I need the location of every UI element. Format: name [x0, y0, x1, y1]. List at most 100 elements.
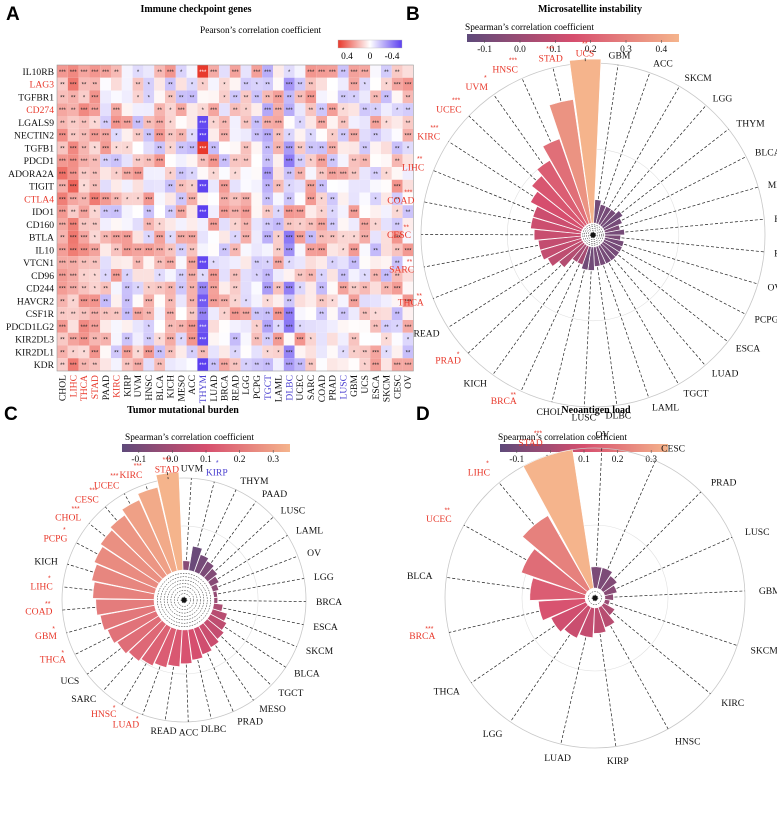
heatmap-significance: ** — [308, 363, 313, 369]
heatmap-cell — [186, 345, 198, 359]
heatmap-significance: * — [407, 146, 410, 152]
heatmap-cell — [100, 345, 111, 359]
heatmap-cell — [57, 256, 68, 269]
heatmap-cell — [316, 269, 327, 282]
heatmap-significance: *** — [318, 121, 326, 127]
radial-spoke — [215, 645, 254, 701]
heatmap-cell — [229, 116, 241, 129]
radial-category-label: LIHC — [402, 162, 424, 173]
heatmap-cell — [208, 230, 219, 244]
heatmap-significance: *** — [113, 108, 121, 114]
radial-category-label: KIRP — [774, 214, 777, 225]
heatmap-cell — [283, 141, 295, 155]
heatmap-cell — [132, 256, 144, 269]
radial-spoke — [614, 105, 707, 211]
heatmap-cell — [121, 205, 133, 218]
heatmap-cell — [305, 141, 317, 155]
heatmap-significance: *** — [286, 363, 294, 369]
heatmap-significance: ** — [287, 223, 292, 229]
radial-center-ring — [587, 229, 599, 241]
heatmap-cell — [67, 307, 79, 320]
heatmap-cell — [219, 192, 230, 206]
heatmap-cell — [327, 77, 338, 91]
heatmap-significance: * — [245, 108, 248, 114]
radial-spoke — [432, 255, 542, 299]
heatmap-cell — [327, 192, 338, 206]
radial-category-label: LUSC — [571, 412, 596, 423]
heatmap-significance: *** — [275, 121, 283, 127]
heatmap-significance: *** — [113, 274, 121, 280]
heatmap-significance: ** — [352, 338, 357, 344]
heatmap-significance: * — [331, 210, 334, 216]
heatmap-significance: ** — [82, 197, 87, 203]
radial-bar — [604, 593, 614, 601]
heatmap-significance: ** — [82, 146, 87, 152]
heatmap-cell — [348, 281, 360, 295]
heatmap-cell — [316, 65, 327, 78]
radial-center-dot — [590, 232, 596, 238]
heatmap-significance: ** — [103, 210, 108, 216]
heatmap-cell — [165, 256, 176, 269]
heatmap-cell — [197, 77, 209, 91]
heatmap-column-label: UCS — [360, 375, 371, 394]
heatmap-significance: *** — [167, 338, 175, 344]
heatmap-cell — [208, 358, 219, 371]
heatmap-cell — [240, 77, 252, 91]
heatmap-significance: *** — [188, 261, 196, 267]
heatmap-cell — [186, 256, 198, 269]
heatmap-significance: *** — [286, 83, 294, 89]
heatmap-cell — [57, 154, 68, 167]
heatmap-cell — [89, 65, 101, 78]
heatmap-cell — [89, 192, 101, 206]
heatmap-significance: ** — [179, 197, 184, 203]
heatmap-significance: * — [115, 146, 118, 152]
radial-category-label: PRAD — [711, 477, 737, 488]
heatmap-cell — [100, 243, 111, 257]
heatmap-cell — [219, 294, 230, 308]
heatmap-significance: *** — [329, 108, 337, 114]
heatmap-cell — [111, 103, 122, 116]
heatmap-significance: ** — [71, 121, 76, 127]
heatmap-cell — [251, 205, 263, 218]
heatmap-significance: * — [299, 121, 302, 127]
heatmap-cell — [67, 205, 79, 218]
heatmap-cell — [219, 332, 230, 346]
heatmap-cell — [78, 65, 90, 78]
heatmap-cell — [197, 294, 209, 308]
heatmap-significance: *** — [264, 325, 272, 331]
radial-bar — [110, 514, 168, 580]
heatmap-significance: ** — [362, 312, 367, 318]
heatmap-cell — [143, 281, 155, 295]
radial-bar — [595, 204, 607, 225]
radial-significance: *** — [509, 57, 517, 64]
radial-category-label: SKCM — [306, 646, 334, 657]
heatmap-cell — [348, 256, 360, 269]
heatmap-cell — [337, 192, 349, 206]
heatmap-cell — [348, 294, 360, 308]
heatmap-significance: ** — [362, 287, 367, 293]
heatmap-cell — [359, 320, 371, 333]
heatmap-cell — [381, 281, 392, 295]
heatmap-cell — [359, 128, 371, 142]
heatmap-cell — [283, 269, 295, 282]
heatmap-significance: *** — [80, 338, 88, 344]
heatmap-significance: *** — [156, 134, 164, 140]
heatmap-significance: *** — [318, 70, 326, 76]
heatmap-cell — [132, 294, 144, 308]
heatmap-significance: ** — [362, 159, 367, 165]
heatmap-significance: * — [396, 325, 399, 331]
heatmap-cell — [208, 167, 219, 180]
heatmap-column-label: THYM — [198, 375, 209, 404]
radial-significance: ** — [582, 41, 588, 48]
heatmap-cell — [78, 103, 90, 116]
radial-category-label: CESC — [661, 443, 685, 454]
heatmap-significance: ** — [114, 159, 119, 165]
heatmap-cell — [316, 128, 327, 142]
heatmap-significance: * — [234, 172, 237, 178]
heatmap-cell — [283, 243, 295, 257]
heatmap-cell — [100, 90, 111, 104]
heatmap-cell — [305, 116, 317, 129]
heatmap-significance: *** — [80, 248, 88, 254]
colorbar-tick-label: 0.3 — [620, 45, 632, 55]
heatmap-significance: *** — [167, 261, 175, 267]
